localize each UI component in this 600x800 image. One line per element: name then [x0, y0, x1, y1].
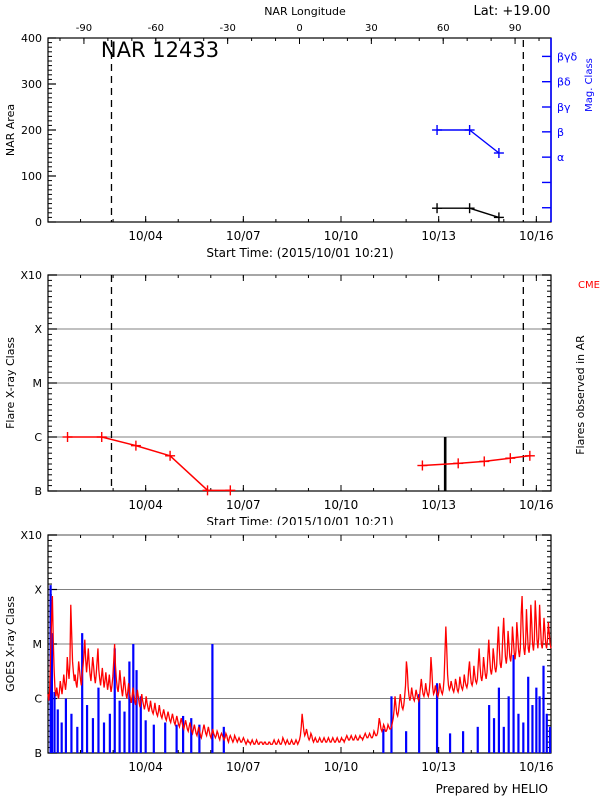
- flare-data-marker: [417, 460, 428, 471]
- panel3-y-tick-label: X: [34, 584, 42, 597]
- panel3-y-tick-label: X10: [20, 529, 42, 542]
- mag-class-tick-label: βδ: [557, 76, 571, 89]
- panel1-y-tick-label: 400: [21, 32, 42, 45]
- latitude-label: Lat: +19.00: [474, 4, 551, 19]
- panel1-y-axis-title: NAR Area: [4, 104, 17, 156]
- top-axis-tick-label: 90: [509, 23, 522, 34]
- flare-data-marker: [202, 485, 213, 496]
- panel-goes-xray-class: GOES X-ray Class B C M X X10 10/04 10/07 10/10 10…: [0, 525, 600, 800]
- data-point-marker: [432, 203, 443, 214]
- top-axis-title: NAR Longitude: [264, 5, 346, 18]
- panel2-x-tick-label: 10/07: [226, 498, 261, 512]
- flare-series-segment: [422, 462, 459, 467]
- data-point-marker: [464, 203, 475, 214]
- flare-data-marker: [62, 432, 73, 442]
- data-point-marker: [493, 148, 504, 158]
- flare-data-marker: [505, 453, 516, 464]
- panel2-y-tick-label: X: [34, 323, 42, 336]
- panel1-y-tick-label: 200: [21, 124, 42, 137]
- flare-series-segment: [169, 455, 209, 491]
- panel3-y-tick-label: B: [34, 747, 42, 760]
- panel-flare-xray-class: Flare X-ray Class B C M X X10 10/04 10/07 10/10 1…: [0, 265, 600, 525]
- cmes-label: CMEs: [578, 280, 600, 291]
- mag-class-tick-label: α: [557, 151, 564, 164]
- top-axis-tick-label: 60: [437, 23, 450, 34]
- panel2-x-tick-label: 10/10: [324, 498, 359, 512]
- panel2-y-tick-label: B: [34, 485, 42, 498]
- flare-series-segment: [135, 444, 171, 457]
- panel1-x-tick-label: 10/07: [226, 229, 261, 243]
- panel1-x-tick-label: 10/13: [421, 229, 456, 243]
- region-title: NAR 12433: [101, 38, 219, 62]
- panel2-y-tick-label: X10: [20, 269, 42, 282]
- panel-nar-area-svg: NAR Longitude Lat: +19.00 -90 -60 -30 0 30 60 90…: [4, 4, 595, 260]
- top-axis-tick-label: -90: [76, 23, 92, 34]
- mag-class-tick-label: βγδ: [557, 50, 578, 63]
- panel-nar-area: NAR Longitude Lat: +19.00 -90 -60 -30 0 30 60 90…: [0, 0, 600, 265]
- data-point-marker: [464, 125, 475, 135]
- panel2-y-axis-title: Flare X-ray Class: [4, 337, 17, 429]
- panel2-y-tick-label: M: [33, 377, 43, 390]
- goes-event-spikes: [49, 585, 552, 753]
- mag-class-axis-title: Mag. Class: [584, 58, 595, 112]
- panel2-x-axis-title: Start Time: (2015/10/01 10:21): [206, 515, 393, 525]
- flare-data-marker: [225, 485, 236, 496]
- flare-data-marker: [479, 456, 490, 467]
- panel2-x-tick-label: 10/13: [421, 498, 456, 512]
- data-point-marker: [432, 125, 443, 135]
- data-point-marker: [493, 212, 504, 223]
- series-segment: [469, 207, 500, 219]
- flare-data-marker: [96, 432, 107, 442]
- panel-goes-xray-class-svg: GOES X-ray Class B C M X X10 10/04 10/07 10/10 10…: [4, 529, 554, 796]
- panel2-x-tick-label: 10/16: [519, 498, 554, 512]
- panel3-x-tick-label: 10/16: [519, 760, 554, 774]
- panel1-x-axis-title: Start Time: (2015/10/01 10:21): [206, 246, 393, 260]
- panel3-x-tick-label: 10/04: [128, 760, 163, 774]
- panel1-y-tick-label: 300: [21, 78, 42, 91]
- mag-class-tick-label: βγ: [557, 101, 571, 114]
- top-axis-tick-label: 30: [365, 23, 378, 34]
- mag-class-tick-label: β: [557, 126, 564, 139]
- goes-flux-curve: [47, 596, 552, 747]
- panel-flare-xray-class-svg: Flare X-ray Class B C M X X10 10/04 10/07 10/10 1…: [4, 269, 600, 525]
- panel1-plot-frame: [47, 37, 552, 223]
- panel1-y-tick-label: 0: [35, 216, 42, 229]
- panel3-x-tick-label: 10/10: [324, 760, 359, 774]
- panel3-y-axis-title: GOES X-ray Class: [4, 596, 17, 692]
- panel2-x-tick-label: 10/04: [128, 498, 163, 512]
- flare-data-marker: [524, 450, 535, 461]
- panel3-x-tick-label: 10/13: [421, 760, 456, 774]
- panel3-y-tick-label: C: [34, 693, 42, 706]
- panel1-y-tick-label: 100: [21, 170, 42, 183]
- top-axis-tick-label: -30: [219, 23, 235, 34]
- prepared-by-label: Prepared by HELIO: [436, 782, 548, 796]
- flare-data-marker: [130, 440, 141, 451]
- panel1-x-tick-label: 10/04: [128, 229, 163, 243]
- series-segment: [469, 129, 500, 154]
- panel1-x-tick-label: 10/16: [519, 229, 554, 243]
- flares-in-ar-label: Flares observed in AR: [574, 335, 587, 455]
- panel3-x-tick-label: 10/07: [226, 760, 261, 774]
- flare-data-marker: [165, 450, 176, 461]
- top-axis-tick-label: -60: [148, 23, 164, 34]
- panel2-y-tick-label: C: [34, 431, 42, 444]
- flare-series-segment: [101, 436, 137, 447]
- panel3-y-tick-label: M: [33, 638, 43, 651]
- top-axis-tick-label: 0: [296, 23, 302, 34]
- panel1-x-tick-label: 10/10: [324, 229, 359, 243]
- flare-data-marker: [453, 458, 464, 469]
